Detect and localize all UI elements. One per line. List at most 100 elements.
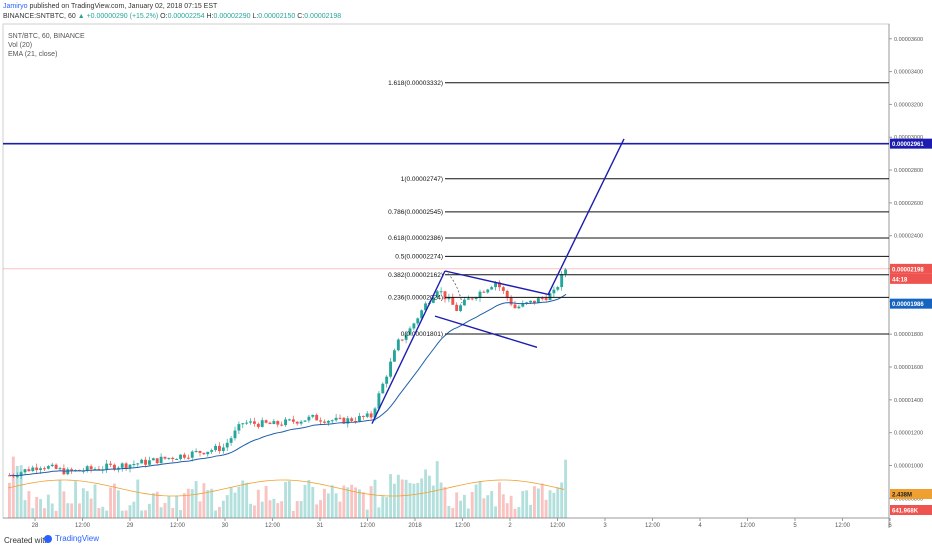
volume-bar bbox=[144, 510, 147, 518]
candle-body bbox=[128, 464, 132, 469]
volume-bar bbox=[241, 480, 245, 518]
tradingview-logo[interactable]: TradingView bbox=[44, 534, 99, 543]
candle-body bbox=[439, 291, 443, 293]
volume-bar bbox=[529, 504, 532, 518]
fib-level-label[interactable]: 1(0.00002747) bbox=[401, 176, 443, 183]
legend-ema[interactable]: EMA (21, close) bbox=[8, 51, 58, 58]
volume-bar bbox=[190, 489, 194, 518]
candle-body bbox=[319, 420, 322, 422]
candle-body bbox=[315, 414, 319, 421]
volume-bar bbox=[81, 488, 85, 518]
volume-bar bbox=[233, 492, 237, 518]
volume-bar bbox=[299, 501, 303, 518]
candle-body bbox=[404, 334, 408, 340]
volume-bar bbox=[58, 480, 62, 518]
candle-body bbox=[85, 466, 89, 471]
candle-body bbox=[272, 421, 276, 425]
candle-body bbox=[564, 269, 567, 274]
time-tick-label: 5 bbox=[793, 523, 797, 529]
volume-bar bbox=[194, 481, 198, 518]
volume-bar bbox=[424, 469, 427, 518]
volume-bar bbox=[39, 499, 42, 518]
volume-bar bbox=[381, 496, 385, 518]
candle-body bbox=[8, 475, 11, 477]
fib-level-label[interactable]: 1.618(0.00003332) bbox=[388, 80, 443, 87]
volume-bar bbox=[517, 507, 521, 518]
candle-body bbox=[369, 413, 373, 418]
volume-bar bbox=[229, 487, 233, 518]
volume-ma-tag: 2.438M bbox=[892, 493, 912, 499]
candle-body bbox=[15, 475, 19, 477]
volume-bar bbox=[70, 503, 74, 518]
candle-body bbox=[148, 460, 151, 465]
volume-bar bbox=[31, 508, 35, 518]
volume-bar bbox=[428, 475, 431, 518]
candle-body bbox=[381, 383, 385, 394]
volume-bar bbox=[198, 501, 202, 518]
volume-bar bbox=[66, 503, 70, 518]
volume-bar bbox=[478, 480, 482, 518]
candle-body bbox=[373, 408, 377, 418]
fib-level-label[interactable]: 0(0.00001801) bbox=[401, 331, 443, 338]
ema-price-tag: 0.00001986 bbox=[892, 302, 924, 308]
fib-level-label[interactable]: 0.786(0.00002545) bbox=[388, 209, 443, 216]
price-tick-label: 0.00001000 bbox=[894, 463, 923, 469]
fib-level-label[interactable]: 0.236(0.00002024) bbox=[388, 294, 443, 301]
volume-bar bbox=[89, 498, 93, 518]
volume-bar bbox=[35, 496, 39, 518]
candle-body bbox=[330, 420, 334, 422]
volume-bar bbox=[552, 492, 556, 518]
candle-body bbox=[377, 393, 381, 409]
candle-body bbox=[463, 299, 466, 306]
legend-symbol[interactable]: SNT/BTC, 60, BINANCE bbox=[8, 33, 85, 40]
volume-bar bbox=[260, 501, 264, 518]
candle-body bbox=[552, 289, 556, 294]
volume-bar bbox=[132, 501, 136, 518]
price-tick-label: 0.00001600 bbox=[894, 365, 923, 371]
volume-bar bbox=[128, 505, 132, 518]
volume-bar bbox=[101, 506, 105, 518]
candle-body bbox=[560, 273, 564, 288]
candle-body bbox=[501, 287, 505, 291]
time-tick-label: 6 bbox=[888, 523, 892, 529]
volume-bar bbox=[466, 508, 470, 518]
volume-bar bbox=[501, 494, 505, 518]
volume-bar bbox=[369, 486, 373, 518]
candle-body bbox=[459, 305, 462, 311]
flag-lower-line bbox=[434, 315, 538, 348]
fib-level-label[interactable]: 0.618(0.00002386) bbox=[388, 235, 443, 242]
author-link[interactable]: Jamiryo bbox=[3, 3, 28, 10]
volume-bar bbox=[62, 491, 66, 518]
time-tick-label: 3 bbox=[603, 523, 607, 529]
candle-body bbox=[105, 463, 109, 470]
candle-body bbox=[466, 298, 470, 300]
candle-body bbox=[93, 468, 97, 470]
fib-level-label[interactable]: 0.5(0.00002274) bbox=[395, 253, 443, 260]
candle-body bbox=[361, 415, 365, 417]
volume-bar bbox=[408, 483, 412, 518]
fib-level-label[interactable]: 0.382(0.00002162) bbox=[388, 272, 443, 279]
candle-body bbox=[194, 450, 198, 452]
time-tick-label: 12:00 bbox=[360, 523, 376, 529]
high-label: H: bbox=[206, 13, 214, 20]
volume-bar bbox=[346, 487, 350, 518]
volume-bar bbox=[505, 503, 509, 518]
time-tick-label: 29 bbox=[127, 523, 134, 529]
volume-bar bbox=[560, 482, 564, 518]
volume-bar bbox=[536, 488, 540, 518]
volume-bar bbox=[179, 510, 182, 518]
candle-body bbox=[140, 459, 144, 464]
time-tick-label: 28 bbox=[32, 523, 39, 529]
price-tick-label: 0.00003400 bbox=[894, 70, 923, 76]
candle-body bbox=[431, 297, 435, 303]
volume-bar bbox=[54, 510, 58, 518]
legend-volume[interactable]: Vol (20) bbox=[8, 42, 33, 49]
volume-bar bbox=[159, 507, 163, 518]
volume-bar bbox=[43, 508, 46, 518]
current-price-tag: 0.00002198 bbox=[892, 267, 924, 273]
volume-bar bbox=[439, 482, 443, 518]
candle-body bbox=[276, 421, 280, 425]
created-with-text: Created with bbox=[4, 536, 49, 545]
candle-body bbox=[35, 467, 39, 471]
